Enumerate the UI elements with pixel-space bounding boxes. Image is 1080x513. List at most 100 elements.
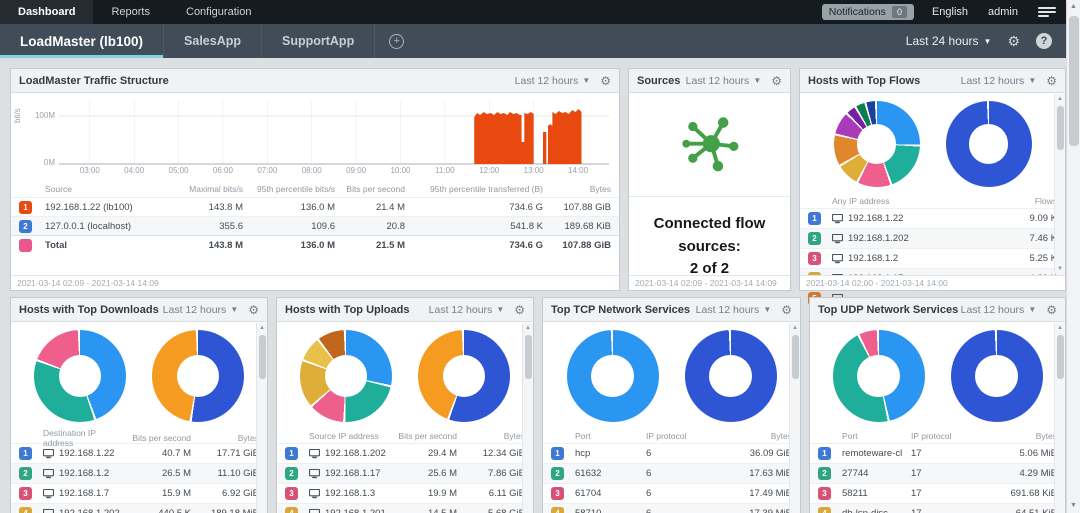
rank-badge: 1 [551,447,564,460]
chevron-down-icon: ▼ [983,36,992,46]
ip-protocol: 6 [646,468,652,479]
scroll-thumb[interactable] [524,335,532,379]
ip-address: 192.168.1.7 [59,488,110,499]
panel-time-range-dropdown[interactable]: Last 12 hours ▼ [695,303,772,316]
nav-tab-configuration[interactable]: Configuration [186,6,252,18]
rank-badge: 2 [808,232,821,245]
panel-scrollbar[interactable]: ▲ [522,323,533,513]
scroll-thumb[interactable] [1056,106,1064,150]
page-scrollbar[interactable]: ▲ ▼ [1066,0,1080,513]
top-nav-bar: Dashboard Reports Configuration Notifica… [0,0,1066,24]
panel-title: Top UDP Network Services [818,303,959,316]
scroll-down-icon[interactable]: ▼ [1070,502,1077,509]
y-axis-label: bit/s [13,108,22,123]
table-row: 2 192.168.1.202 7.46 K [800,228,1065,248]
scroll-thumb[interactable] [791,335,799,379]
panel-scrollbar[interactable]: ▲ [256,323,267,513]
panel-gear-icon[interactable]: ⚙ [1046,73,1057,88]
ip-protocol: 6 [646,448,652,459]
scroll-up-icon[interactable]: ▲ [1057,325,1063,331]
table-row: 1 192.168.1.22 9.09 K [800,208,1065,228]
tcp-table: 1 hcp 6 36.09 GiB 2 61632 6 17.63 MiB 3 … [543,443,800,513]
scroll-down-icon[interactable]: ▼ [1057,266,1063,272]
nav-tab-reports[interactable]: Reports [111,6,150,18]
scroll-up-icon[interactable]: ▲ [259,325,265,331]
panel-scrollbar[interactable]: ▲ [789,323,800,513]
add-dashboard-button[interactable]: + [375,24,418,58]
panel-header: Sources Last 12 hours ▼ ⚙ [629,69,790,93]
ip-protocol: 17 [911,508,987,513]
panel-header: Hosts with Top Flows Last 12 hours ▼ ⚙ [800,69,1065,93]
rank-badge: 4 [19,507,32,513]
panel-gear-icon[interactable]: ⚙ [771,73,782,88]
scroll-up-icon[interactable]: ▲ [792,325,798,331]
host-monitor-icon [309,488,320,498]
panel-time-range-dropdown[interactable]: Last 12 hours ▼ [960,74,1037,87]
scroll-thumb[interactable] [258,335,266,379]
rank-badge: 2 [551,467,564,480]
ip-address: 192.168.1.2 [848,253,899,264]
scroll-up-icon[interactable]: ▲ [1057,96,1063,102]
language-selector[interactable]: English [931,6,969,18]
dashboard-tab-supportapp[interactable]: SupportApp [262,24,376,58]
panel-gear-icon[interactable]: ⚙ [600,73,611,88]
table-row: 3 58211 17 691.68 KiB [810,483,1065,503]
panel-time-range-dropdown[interactable]: Last 12 hours ▼ [428,303,505,316]
ip-address: 192.168.1.2 [59,468,110,479]
hamburger-menu-icon[interactable] [1038,5,1056,19]
rank-badge: 4 [818,507,831,513]
help-icon[interactable]: ? [1036,33,1052,49]
panel-time-range-dropdown[interactable]: Last 12 hours ▼ [685,74,762,87]
rank-badge: 3 [285,487,298,500]
donut-any-ip [833,101,920,187]
udp-table: 1 remoteware-cl 17 5.06 MiB 2 27744 17 4… [810,443,1065,513]
panel-time-range-dropdown[interactable]: Last 12 hours ▼ [162,303,239,316]
panel-time-range-dropdown[interactable]: Last 12 hours ▼ [960,303,1037,316]
table-row: 1 192.168.1.22 40.7 M 17.71 GiB [11,443,267,463]
rank-badge: 3 [808,252,821,265]
ip-address: 192.168.1.202 [848,233,909,244]
scroll-thumb[interactable] [1068,16,1079,146]
panel-gear-icon[interactable]: ⚙ [514,302,525,317]
nav-tab-dashboard[interactable]: Dashboard [0,0,94,24]
table-row: 4 db-lsp-disc 17 64.51 KiB [810,503,1065,513]
global-time-range-dropdown[interactable]: Last 24 hours ▼ [906,24,992,58]
panel-gear-icon[interactable]: ⚙ [1046,302,1057,317]
scroll-thumb[interactable] [1056,335,1064,379]
user-menu[interactable]: admin [988,6,1018,18]
traffic-plot: 100M 0M [35,101,609,167]
panel-gear-icon[interactable]: ⚙ [248,302,259,317]
notifications-count-badge: 0 [891,6,907,18]
donut-protocol [950,330,1043,422]
panel-time-range-dropdown[interactable]: Last 12 hours ▼ [514,74,591,87]
chevron-down-icon: ▼ [1028,76,1037,85]
dashboard-settings-gear-icon[interactable]: ⚙ [1007,32,1020,49]
panel-title: LoadMaster Traffic Structure [19,74,169,87]
x-tick: 06:00 [212,166,233,175]
host-monitor-icon [832,233,843,243]
dashboard-tab-loadmaster[interactable]: LoadMaster (lb100) [0,24,165,58]
traffic-chart-svg [59,101,609,165]
x-tick: 07:00 [257,166,278,175]
table-row: 3 61704 6 17.49 MiB [543,483,800,503]
rank-badge: 2 [818,467,831,480]
dashboard-tab-salesapp[interactable]: SalesApp [164,24,262,58]
table-header: Port IP protocol Bytes [842,430,1057,441]
scroll-up-icon[interactable]: ▲ [1070,3,1077,10]
host-monitor-icon [309,448,320,458]
source-label: 127.0.0.1 (localhost) [45,220,132,232]
rank-badge: 3 [818,487,831,500]
scroll-up-icon[interactable]: ▲ [525,325,531,331]
panel-scrollbar[interactable]: ▲ ▼ [1054,94,1065,274]
ip-address: 192.168.1.3 [325,488,376,499]
chevron-down-icon: ▼ [763,305,772,314]
donut-flows [945,101,1032,187]
panel-scrollbar[interactable]: ▲ [1054,323,1065,513]
table-row: 2 61632 6 17.63 MiB [543,463,800,483]
panel-footer-timestamp: 2021-03-14 02:09 - 2021-03-14 14:09 [629,275,790,290]
panel-gear-icon[interactable]: ⚙ [781,302,792,317]
notifications-button[interactable]: Notifications 0 [821,4,914,20]
chevron-down-icon: ▼ [753,76,762,85]
uploads-table: 1 192.168.1.202 29.4 M 12.34 GiB 2 192.16… [277,443,533,513]
rank-badge: 1 [19,200,32,214]
